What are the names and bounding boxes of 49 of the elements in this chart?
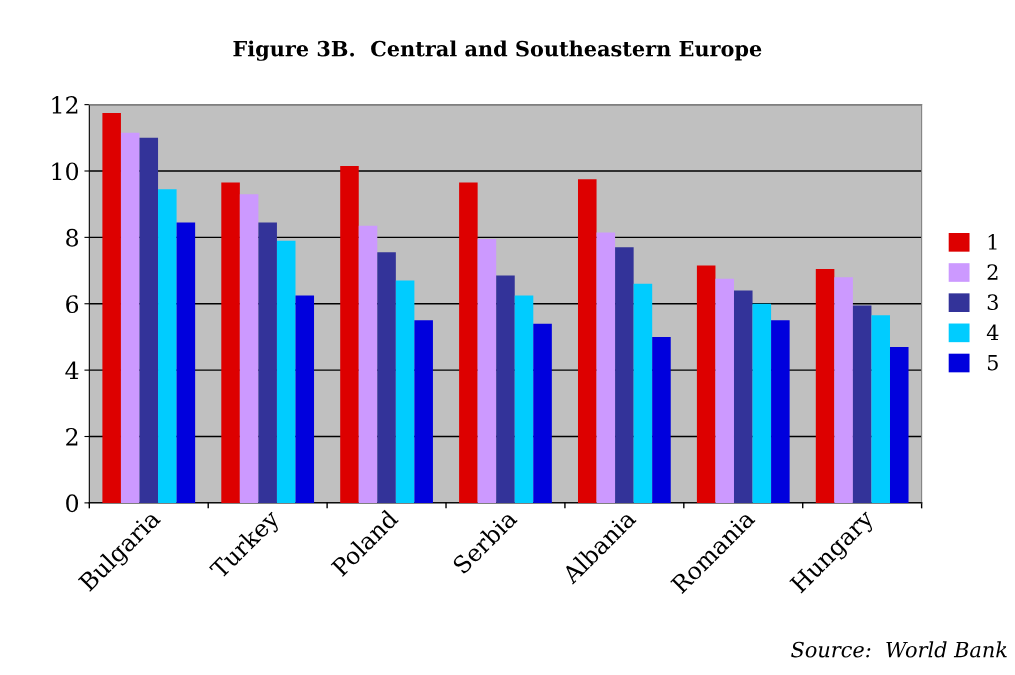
bar bbox=[340, 166, 359, 503]
bar bbox=[771, 320, 790, 503]
bar bbox=[696, 265, 716, 503]
bar bbox=[221, 182, 240, 503]
bar bbox=[414, 320, 433, 503]
legend-label: 4 bbox=[986, 324, 999, 340]
bar bbox=[276, 240, 296, 503]
bar bbox=[715, 278, 734, 503]
legend-label: 3 bbox=[987, 294, 998, 311]
bar bbox=[734, 290, 753, 503]
bar bbox=[889, 346, 909, 503]
bar bbox=[295, 295, 315, 503]
bar bbox=[377, 252, 396, 503]
bar bbox=[459, 182, 478, 503]
legend-label: 5 bbox=[987, 354, 998, 371]
bar bbox=[358, 225, 378, 503]
bar bbox=[633, 283, 653, 503]
bar bbox=[258, 222, 277, 503]
bar bbox=[871, 315, 890, 503]
bar bbox=[615, 247, 634, 503]
bar bbox=[852, 305, 872, 503]
bar bbox=[834, 277, 853, 503]
bar bbox=[496, 275, 515, 503]
legend-label: 2 bbox=[987, 264, 998, 280]
y-tick-label: 10 bbox=[52, 162, 79, 181]
bar bbox=[158, 189, 177, 503]
bar bbox=[139, 137, 159, 503]
bar bbox=[578, 179, 597, 503]
bar bbox=[815, 268, 835, 503]
source-note: Source: World Bank bbox=[791, 641, 1007, 658]
bar bbox=[752, 303, 772, 503]
bar bbox=[120, 132, 140, 503]
y-tick-label: 4 bbox=[65, 361, 79, 380]
y-tick-label: 12 bbox=[52, 96, 78, 114]
bar bbox=[239, 194, 259, 503]
bar bbox=[477, 239, 497, 503]
y-tick-label: 6 bbox=[66, 295, 79, 314]
bar bbox=[176, 222, 196, 503]
legend-label: 1 bbox=[988, 234, 997, 250]
bar bbox=[596, 232, 616, 503]
y-tick-label: 0 bbox=[66, 494, 79, 513]
bar bbox=[533, 323, 552, 503]
chart-title: Figure 3B. Central and Southeastern Europe bbox=[233, 40, 762, 61]
bar bbox=[395, 280, 415, 503]
y-tick-label: 2 bbox=[66, 427, 78, 446]
bar bbox=[652, 336, 671, 503]
y-tick-label: 8 bbox=[66, 228, 79, 247]
bar bbox=[514, 295, 534, 503]
bar bbox=[102, 112, 121, 503]
